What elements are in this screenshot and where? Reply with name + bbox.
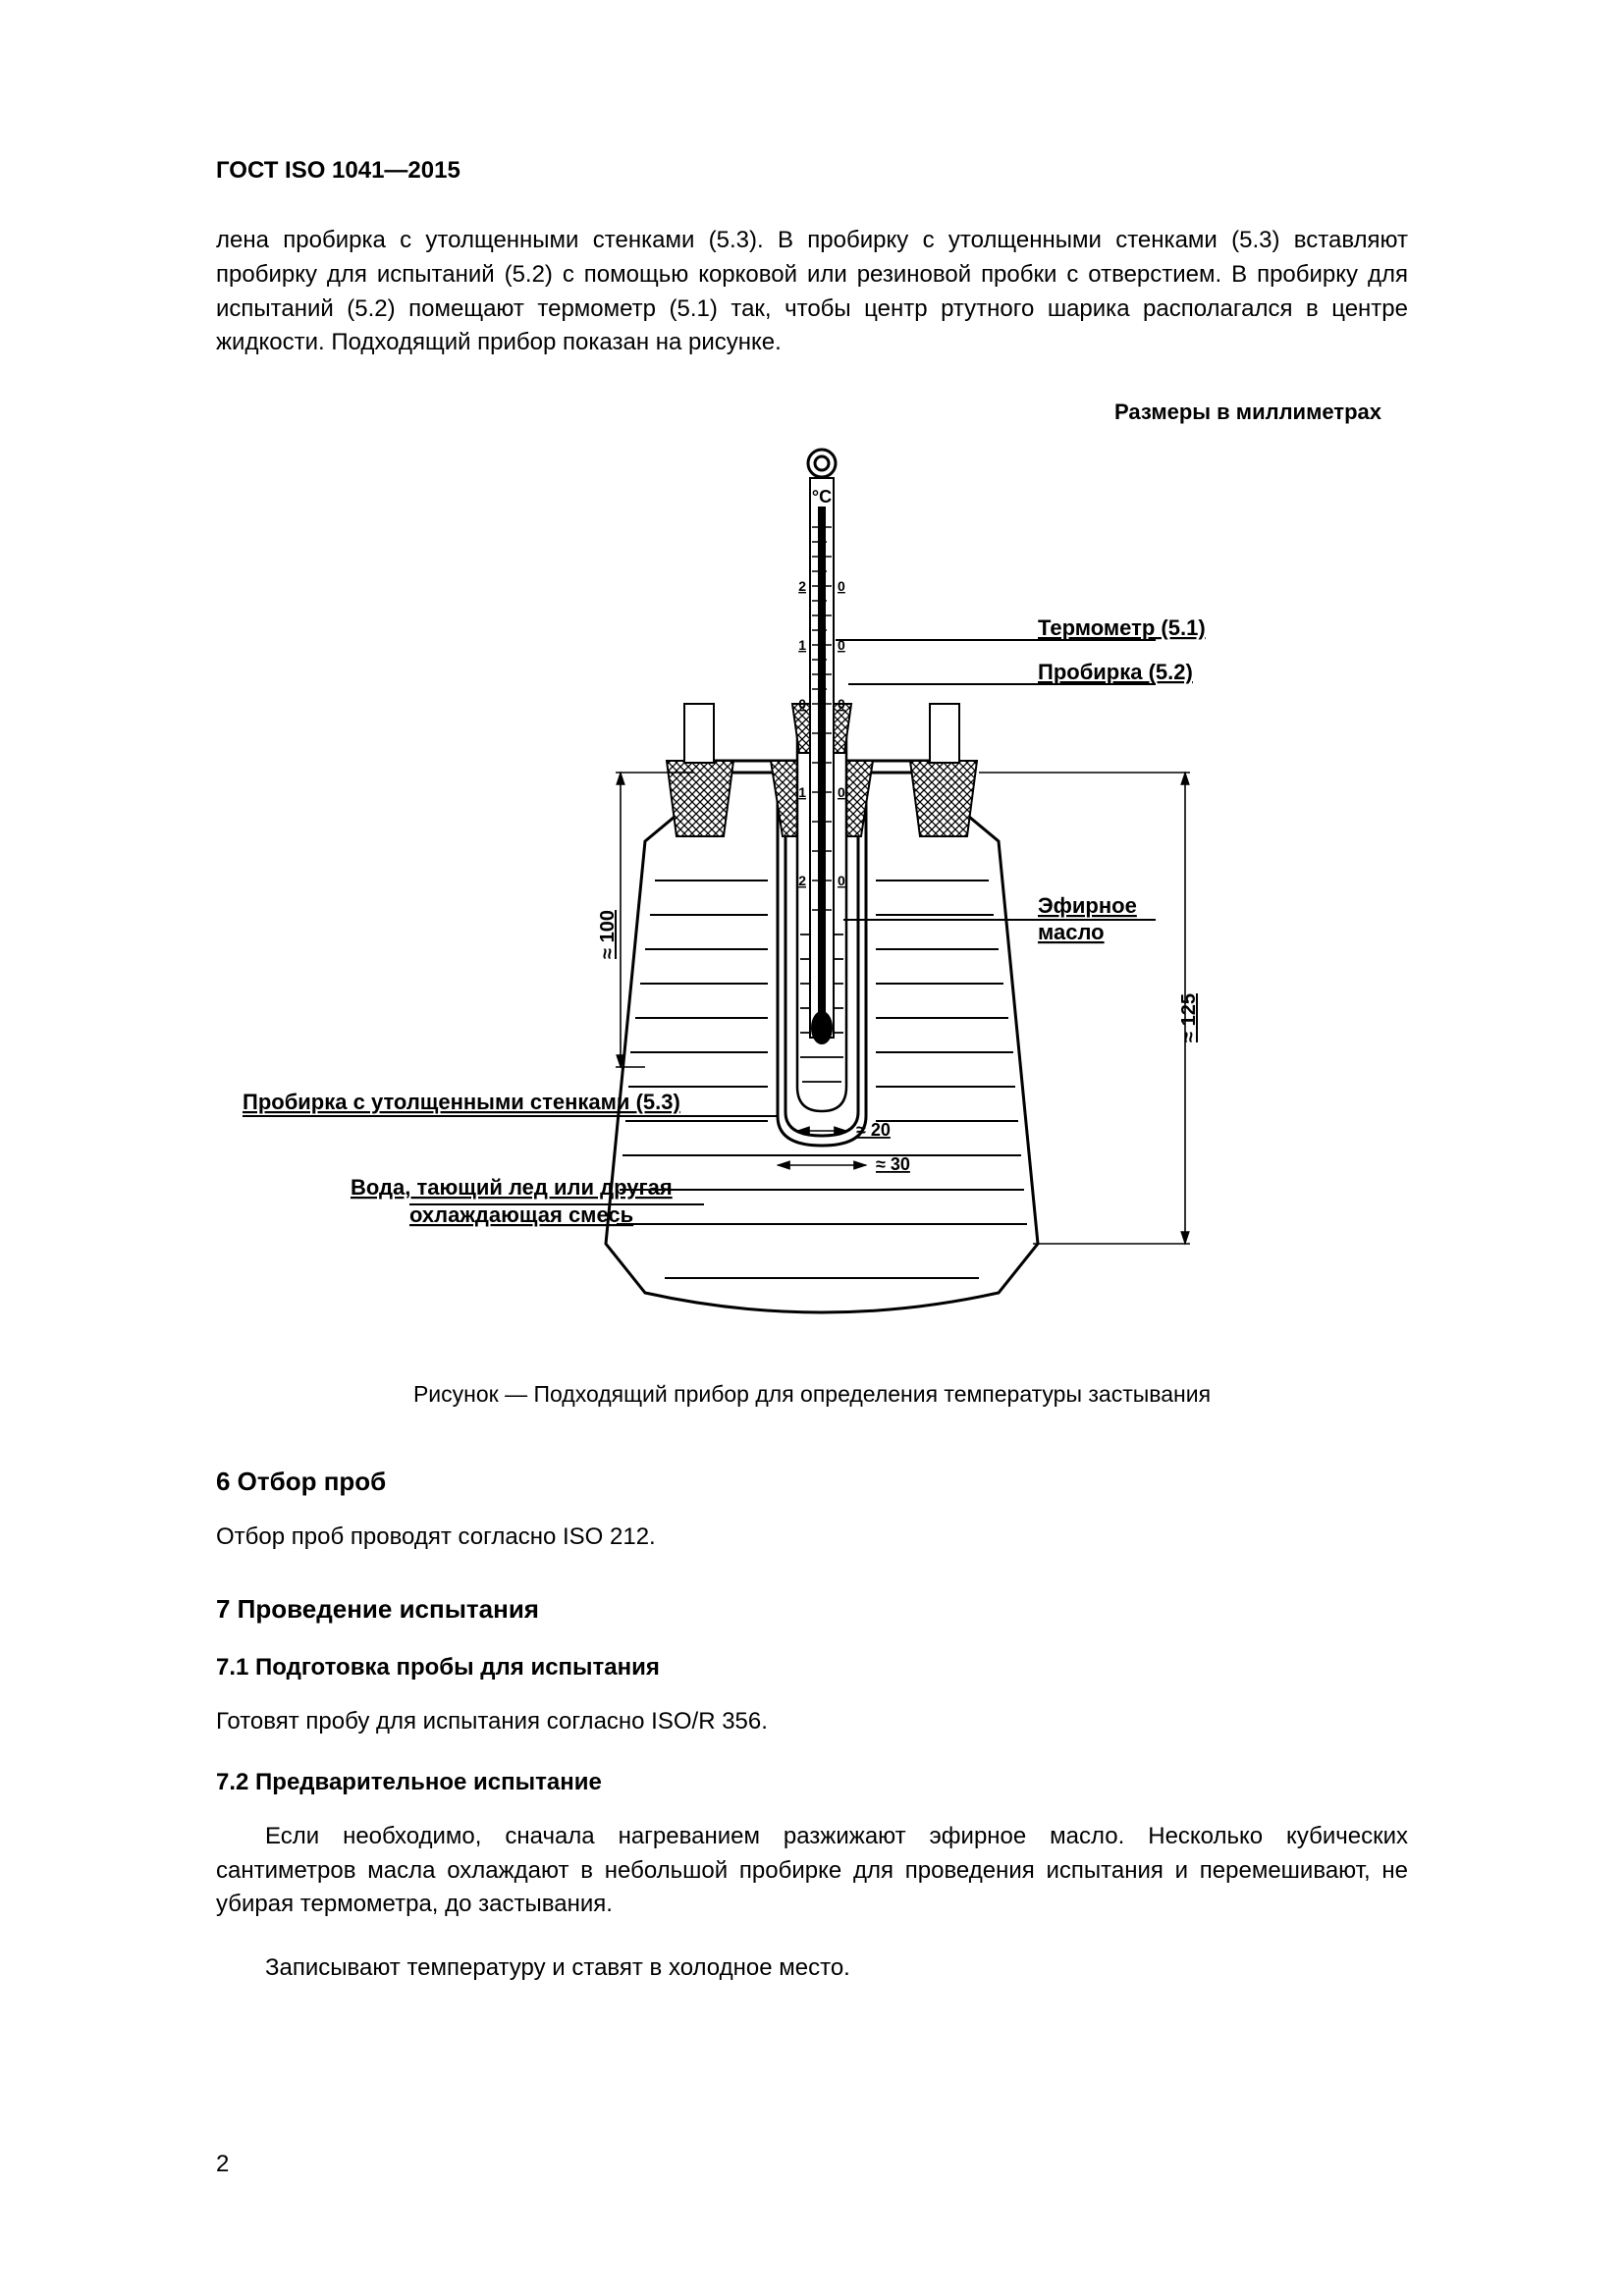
dim-20-label: ≈ 20: [856, 1120, 891, 1140]
dim-30-label: ≈ 30: [876, 1154, 910, 1174]
figure-container: Размеры в миллиметрах: [216, 390, 1408, 1352]
thicktube-callout-label: Пробирка с утолщенными стенками (5.3): [243, 1090, 680, 1114]
dim-100-label: ≈ 100: [597, 910, 619, 959]
tick-m20a: 2: [798, 873, 806, 888]
water-callout-label-2: охлаждающая смесь: [409, 1202, 633, 1227]
section-6-text: Отбор проб проводят согласно ISO 212.: [216, 1521, 1408, 1555]
left-stopper-icon: [667, 704, 733, 836]
tick-m10a: 1: [798, 784, 806, 800]
figure-caption: Рисунок — Подходящий прибор для определе…: [216, 1381, 1408, 1408]
dim-125-label: ≈ 125: [1178, 993, 1200, 1042]
oil-callout-label-1: Эфирное: [1038, 893, 1137, 918]
thermometer-callout-label: Термометр (5.1): [1038, 615, 1206, 640]
section-7-2-p1: Если необходимо, сначала нагреванием раз…: [216, 1820, 1408, 1922]
section-7-2-p2: Записывают температуру и ставят в холодн…: [216, 1951, 1408, 1986]
water-callout-label-1: Вода, тающий лед или другая: [351, 1175, 673, 1200]
page-number: 2: [216, 2151, 229, 2178]
tick-0b: 0: [838, 696, 845, 712]
right-stopper-icon: [910, 704, 977, 836]
section-7-1-heading: 7.1 Подготовка пробы для испытания: [216, 1654, 1408, 1682]
section-7-1-text: Готовят пробу для испытания согласно ISO…: [216, 1705, 1408, 1739]
thermometer-icon: [808, 450, 836, 1043]
tick-10a: 1: [798, 637, 806, 653]
tick-m20b: 0: [838, 873, 845, 888]
document-page: ГОСТ ISO 1041—2015 лена пробирка с утолщ…: [0, 0, 1624, 2296]
tick-20a: 2: [798, 578, 806, 594]
intro-paragraph: лена пробирка с утолщенными стенками (5.…: [216, 224, 1408, 360]
section-7-heading: 7 Проведение испытания: [216, 1594, 1408, 1625]
standard-code-header: ГОСТ ISO 1041—2015: [216, 157, 1408, 185]
dimensions-label: Размеры в миллиметрах: [1114, 400, 1382, 424]
celsius-label: °C: [812, 487, 832, 507]
section-7-2-heading: 7.2 Предварительное испытание: [216, 1769, 1408, 1796]
tick-0a: 0: [798, 696, 806, 712]
section-6-heading: 6 Отбор проб: [216, 1467, 1408, 1497]
tick-20b: 0: [838, 578, 845, 594]
tick-m10b: 0: [838, 784, 845, 800]
oil-callout-label-2: масло: [1038, 920, 1105, 944]
apparatus-diagram: Размеры в миллиметрах: [233, 390, 1391, 1352]
testtube-callout-label: Пробирка (5.2): [1038, 660, 1193, 684]
dim-125-icon: [979, 773, 1190, 1244]
